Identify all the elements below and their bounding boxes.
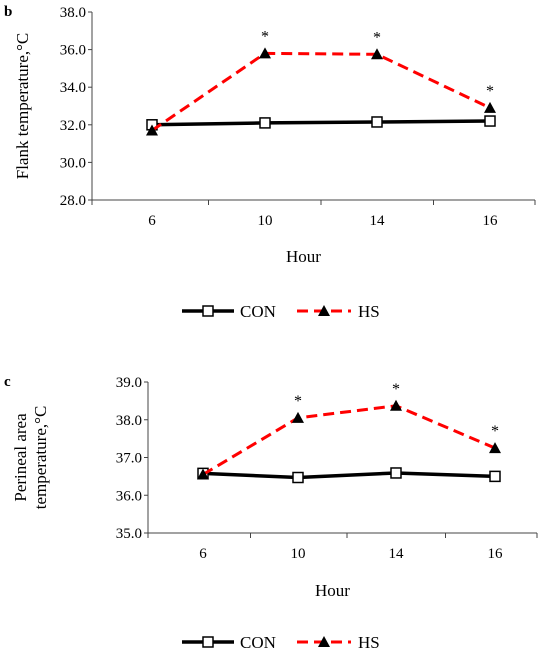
y-axis-label: Perineal areatemperature,°C (11, 406, 50, 510)
panel-label: b (4, 4, 12, 20)
chart-panel-b: b 28.0 30.0 32.0 34.0 36.0 38.0 6 10 14 16 Hour Flan… (4, 4, 536, 321)
significance-marker: * (491, 423, 499, 440)
y-axis-label-line: Flank temperature,°C (13, 33, 32, 180)
data-point-con (489, 470, 501, 483)
series-line-hs (202, 404, 496, 476)
x-axis-label: Hour (286, 247, 321, 266)
x-tick-label: 16 (488, 546, 504, 562)
chart-panel-c: c 35.0 36.0 37.0 38.0 39.0 6 10 14 16 Hour Perineal… (4, 374, 538, 652)
data-point-hs (259, 47, 271, 59)
data-point-con (292, 471, 304, 484)
legend-marker-con (202, 636, 214, 648)
data-point-hs (197, 468, 209, 480)
legend-label-con: CON (240, 302, 276, 321)
data-point-hs (484, 101, 496, 113)
legend-marker-con (202, 305, 214, 317)
y-tick-label: 38.0 (116, 413, 142, 429)
x-tick-label: 10 (291, 546, 306, 562)
data-point-con (371, 116, 383, 128)
significance-marker: * (392, 381, 400, 398)
y-tick-label: 30.0 (60, 155, 86, 171)
y-axis-label: Flank temperature,°C (13, 33, 32, 180)
data-point-hs (489, 442, 501, 454)
data-point-con (390, 467, 402, 479)
legend: CON HS (182, 633, 380, 652)
y-tick-label: 39.0 (116, 375, 142, 391)
legend-marker-hs (318, 305, 330, 316)
series-line-con (151, 119, 491, 127)
legend: CON HS (182, 302, 380, 321)
data-point-con (259, 117, 271, 129)
panel-label: c (4, 374, 11, 390)
y-tick-label: 36.0 (116, 488, 142, 504)
y-axis-label-line: temperature,°C (31, 406, 50, 510)
y-tick-label: 38.0 (60, 5, 86, 21)
significance-marker: * (261, 28, 269, 45)
data-point-hs (292, 411, 304, 423)
data-point-hs (390, 399, 402, 411)
x-tick-label: 10 (258, 213, 273, 229)
y-tick-label: 37.0 (116, 451, 142, 467)
data-point-hs (146, 124, 158, 136)
x-tick-label: 16 (483, 213, 499, 229)
series-line-hs (151, 51, 491, 132)
x-axis-label: Hour (315, 581, 350, 600)
legend-label-hs: HS (358, 302, 380, 321)
x-tick-label: 6 (199, 546, 207, 562)
legend-label-hs: HS (358, 633, 380, 652)
y-tick-label: 32.0 (60, 118, 86, 134)
y-axis-label-line: Perineal area (11, 413, 30, 502)
y-tick-label: 35.0 (116, 526, 142, 542)
y-tick-label: 28.0 (60, 193, 86, 209)
legend-label-con: CON (240, 633, 276, 652)
legend-marker-hs (318, 636, 330, 647)
significance-marker: * (294, 393, 302, 410)
significance-marker: * (373, 29, 381, 46)
data-point-con (484, 115, 496, 127)
y-tick-label: 36.0 (60, 43, 86, 59)
y-tick-label: 34.0 (60, 80, 86, 96)
x-tick-label: 14 (370, 213, 386, 229)
significance-marker: * (486, 83, 494, 100)
series-line-con (202, 471, 496, 480)
x-tick-label: 6 (148, 213, 156, 229)
data-point-hs (371, 48, 383, 60)
x-tick-label: 14 (389, 546, 405, 562)
